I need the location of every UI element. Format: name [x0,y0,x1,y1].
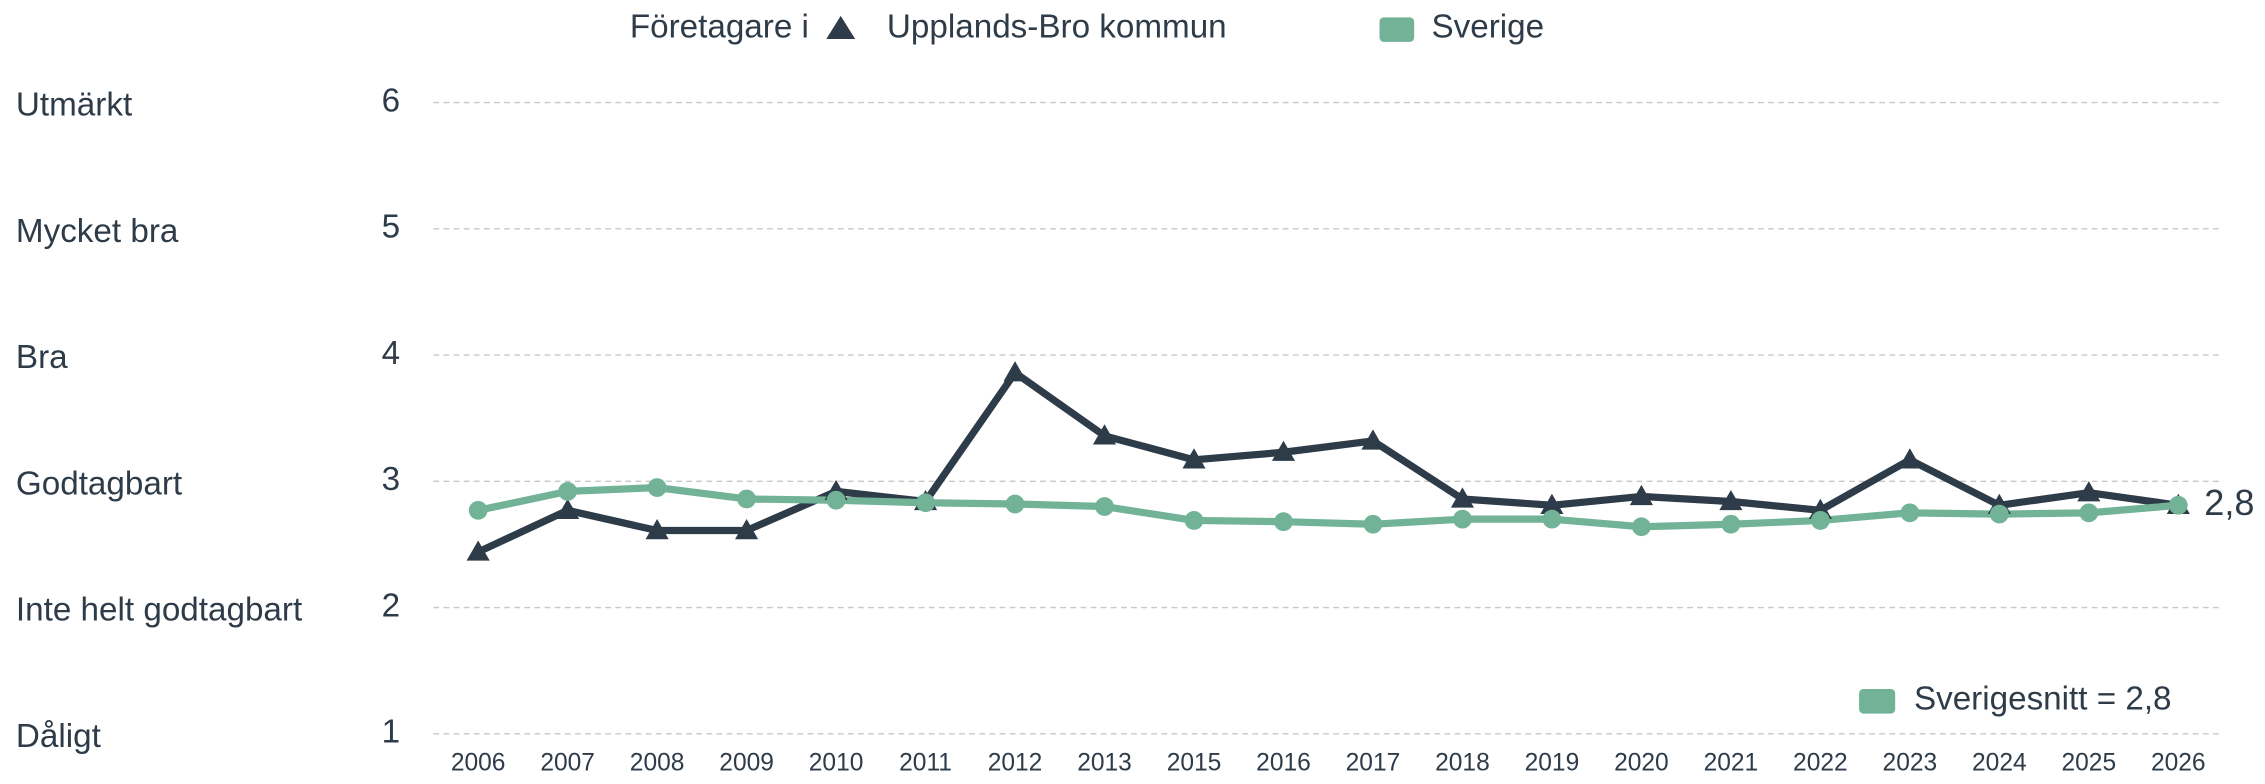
legend-label: Upplands-Bro kommun [887,9,1227,46]
x-tick-label: 2016 [1256,750,1311,777]
y-tick-label: 2 [382,587,400,624]
series-line [476,369,2179,556]
x-tick-label: 2015 [1167,750,1222,777]
point-marker [1005,494,1025,514]
point-marker [556,498,580,519]
y-level-label: Mycket bra [16,213,179,250]
point-marker [1092,424,1117,445]
point-marker [1898,448,1922,469]
y-level-label: Dåligt [16,718,101,755]
point-marker [916,493,935,513]
y-level-label: Bra [16,339,68,376]
x-tick-label: 2009 [719,750,774,777]
point-marker [1721,514,1741,534]
x-tick-label: 2012 [988,750,1043,777]
series-line [477,483,2179,531]
point-marker [1095,497,1114,516]
legend-marker [1379,17,1415,42]
legend-marker [826,15,856,40]
legend-title: Företagare i [630,9,809,46]
point-marker [737,489,756,509]
x-tick-label: 2020 [1614,750,1669,777]
point-marker [1182,448,1206,469]
x-tick-label: 2022 [1793,750,1848,777]
x-tick-label: 2025 [2062,750,2117,777]
x-tick-label: 2010 [809,750,864,777]
x-tick-label: 2011 [899,750,952,777]
point-marker [466,540,490,561]
y-tick-label: 3 [382,461,400,498]
point-marker [2079,503,2099,523]
point-marker [1274,512,1293,532]
point-marker [1810,511,1830,530]
legend-label: Sverige [1432,9,1545,46]
x-tick-label: 2007 [540,750,595,777]
x-tick-label: 2006 [451,750,506,777]
y-tick-label: 1 [382,714,400,751]
x-tick-label: 2023 [1883,750,1938,777]
y-tick-label: 5 [382,209,400,246]
point-marker [735,518,759,540]
point-marker [1271,440,1296,461]
point-marker [2077,481,2101,502]
point-marker [647,478,667,497]
x-tick-label: 2026 [2151,750,2206,777]
point-marker [2168,495,2188,515]
y-level-label: Godtagbart [16,465,182,502]
x-tick-label: 2008 [630,750,685,777]
point-marker [1632,517,1651,537]
x-tick-label: 2018 [1435,750,1490,777]
point-marker [1540,493,1564,514]
x-tick-label: 2013 [1077,750,1132,777]
point-marker [1003,361,1027,382]
point-marker [1900,503,1920,523]
point-marker [1450,487,1475,508]
y-level-label: Utmärkt [16,87,132,124]
point-marker [1184,511,1204,530]
annotation: Sverigesnitt = 2,8 [1914,680,2172,717]
point-marker [1719,489,1743,511]
point-marker [468,500,488,520]
x-tick-label: 2017 [1346,750,1401,777]
x-tick-label: 2019 [1525,750,1580,777]
x-tick-label: 2021 [1704,750,1759,777]
point-marker [826,490,846,510]
y-tick-label: 4 [382,335,400,372]
y-tick-label: 6 [382,82,400,119]
point-marker [558,482,578,501]
point-marker [1629,484,1653,506]
x-tick-label: 2024 [1972,750,2027,777]
point-marker [1989,504,2009,524]
y-level-label: Inte helt godtagbart [16,592,302,629]
point-marker [645,518,669,540]
point-marker [1542,509,1562,529]
point-marker [1363,514,1383,534]
value-label: 2,8 [2204,482,2254,523]
point-marker [1453,509,1472,529]
point-marker [1361,429,1385,450]
annotation-swatch [1859,689,1896,714]
